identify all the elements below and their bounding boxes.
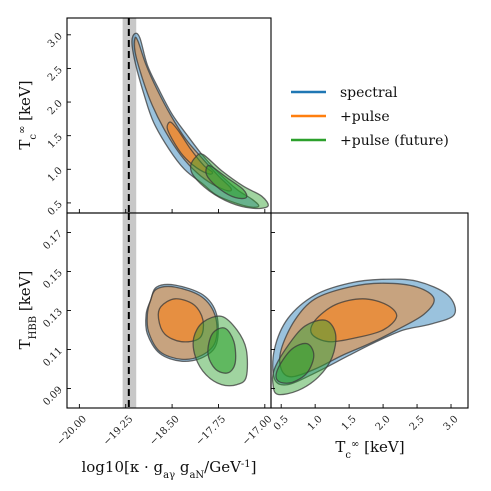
- reference-band: [122, 213, 137, 408]
- x-tick-label: 2.5: [408, 414, 427, 433]
- y-tick-label: 0.11: [41, 346, 65, 370]
- panel-g-vs-thbb: −20.00 −19.25 −18.50 −17.75 −17.00 0.09 0.11 0.…: [41, 212, 275, 448]
- legend-label: +pulse (future): [340, 133, 449, 149]
- x-tick-label: −18.50: [148, 414, 182, 448]
- y-tick-label: 2.0: [46, 98, 65, 117]
- x-tick-label: 1.0: [306, 414, 325, 433]
- x-tick-label: 2.0: [374, 414, 393, 433]
- x-tick-label: −17.00: [241, 414, 275, 448]
- x-tick-label: 1.5: [340, 414, 359, 433]
- axis-labels: log10[κ · gaγ gaN/GeV-1] Tc∞ [keV] Tc∞ [ke…: [16, 80, 405, 480]
- y-tick-label: 0.13: [41, 307, 65, 331]
- y-tick-label: 1.5: [46, 132, 65, 151]
- axis-label-tc: Tc∞ [keV]: [16, 80, 39, 149]
- panel-g-vs-tc: 0.5 1.0 1.5 2.0 2.5 3.0: [46, 17, 272, 218]
- legend-label: +pulse: [340, 109, 390, 125]
- contour-pulse-inner: [157, 298, 205, 343]
- x-tick-label: −19.25: [101, 414, 135, 448]
- legend-label: spectral: [340, 85, 398, 101]
- contour-pulse-future-inner: [207, 327, 237, 374]
- panel-tc-vs-thbb: 0.5 1.0 1.5 2.0 2.5 3.0: [270, 212, 469, 433]
- y-tick-label: 0.09: [41, 385, 65, 409]
- contour-spectral-outer: [131, 32, 260, 208]
- y-tick-label: 2.5: [46, 65, 65, 84]
- y-tick-label: 0.17: [41, 229, 65, 253]
- x-tick-label: −20.00: [55, 414, 89, 448]
- x-tick-label: −17.75: [194, 414, 228, 448]
- axis-label-thbb: THBB [keV]: [16, 271, 39, 350]
- contour-pulse-future-inner: [275, 342, 315, 384]
- reference-band: [122, 18, 137, 213]
- contour-pulse-inner: [310, 298, 398, 343]
- contour-pulse-future-inner: [205, 164, 248, 200]
- axis-label-g: log10[κ · gaγ gaN/GeV-1]: [81, 458, 256, 481]
- x-tick-label: 0.5: [272, 414, 291, 433]
- y-tick-label: 3.0: [46, 31, 65, 50]
- y-tick-label: 1.0: [46, 165, 65, 184]
- axis-label-tc: Tc∞ [keV]: [335, 438, 404, 461]
- y-tick-label: 0.5: [46, 199, 65, 218]
- legend: spectral +pulse +pulse (future): [291, 85, 449, 149]
- x-tick-label: 3.0: [442, 414, 461, 433]
- y-tick-label: 0.15: [41, 268, 65, 292]
